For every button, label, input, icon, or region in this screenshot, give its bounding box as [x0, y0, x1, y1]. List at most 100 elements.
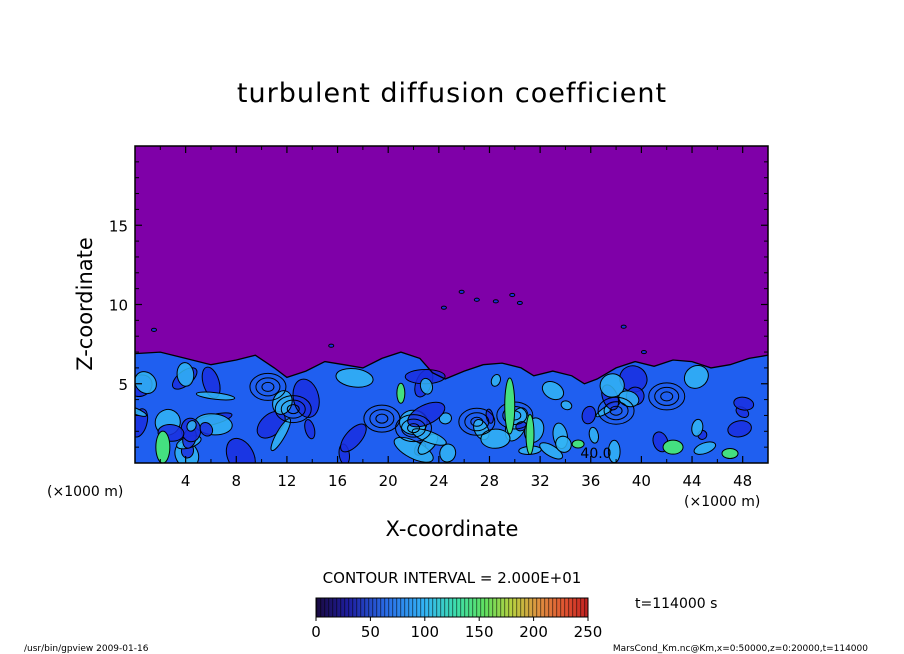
eddy: [588, 426, 600, 444]
vortex-ring: [375, 413, 389, 424]
x-tick-label: 16: [328, 472, 347, 490]
eddy: [581, 405, 597, 425]
eddy: [683, 364, 709, 389]
isolated-contour: [440, 305, 447, 310]
x-tick-label: 12: [277, 472, 296, 490]
isolated-contour: [473, 297, 480, 302]
eddy: [199, 421, 214, 437]
colorbar-tick-label: 0: [311, 623, 321, 641]
eddy: [419, 377, 434, 395]
y-tick-label: 15: [109, 217, 128, 235]
colorbar-lines: [316, 598, 588, 617]
eddy: [490, 373, 501, 387]
x-tick-label: 36: [581, 472, 600, 490]
isolated-contour: [492, 299, 499, 304]
vortex-ring: [255, 377, 281, 397]
x-unit-right: (×1000 m): [684, 494, 760, 510]
isolated-contour: [509, 292, 516, 298]
colorbar-tick-label: 200: [519, 623, 548, 641]
isolated-contour: [328, 343, 335, 348]
eddy: [733, 396, 755, 411]
eddy: [393, 436, 434, 463]
eddy: [195, 391, 236, 401]
colorbar-tick-label: 150: [465, 623, 494, 641]
y-tick-label: 5: [118, 376, 128, 394]
x-axis: 4 8 12 16 20 24 28 32 36 40 44 48: [159, 146, 752, 490]
x-axis-label: X-coordinate: [386, 517, 519, 541]
eddy: [292, 378, 320, 418]
eddy: [186, 420, 197, 432]
vortex-ring: [458, 407, 496, 436]
footer-right: MarsCond_Km.nc@Km,x=0:50000,z=0:20000,t=…: [613, 644, 868, 654]
vortex-ring: [261, 381, 275, 392]
vortex-ring: [369, 409, 395, 429]
vortex-ring: [597, 396, 635, 425]
y-axis-label: Z-coordinate: [73, 237, 97, 371]
high-value-patch: [571, 439, 585, 449]
chart-title: turbulent diffusion coefficient: [237, 78, 667, 109]
x-unit-left: (×1000 m): [47, 484, 123, 500]
eddy: [560, 400, 573, 411]
vortex-ring: [249, 372, 287, 401]
x-tick-label: 28: [480, 472, 499, 490]
y-tick-label: 10: [109, 297, 128, 315]
y-axis: 5 10 15: [109, 161, 768, 448]
x-tick-label: 48: [733, 472, 752, 490]
vortex-ring: [280, 399, 306, 419]
eddy: [480, 428, 511, 449]
colorbar-frame: [315, 597, 589, 618]
high-value-patch: [662, 439, 684, 455]
vortex-ring: [464, 412, 490, 432]
isolated-contour: [150, 327, 157, 332]
high-value-patch: [525, 413, 535, 455]
vortex-ring: [603, 401, 629, 421]
isolated-contour: [620, 324, 627, 329]
vortex-ring: [401, 418, 427, 438]
eddy: [135, 371, 157, 395]
isolated-contour: [516, 300, 523, 306]
colorbar-tick-label: 50: [361, 623, 380, 641]
vortex-ring: [609, 405, 623, 416]
high-value-patch: [504, 377, 516, 435]
x-tick-label: 40: [632, 472, 651, 490]
plot-area: [135, 146, 768, 463]
x-tick-label: 20: [379, 472, 398, 490]
eddy: [555, 435, 572, 453]
eddy: [691, 418, 704, 437]
isolated-contour: [640, 349, 647, 355]
vortex-ring: [654, 386, 680, 406]
eddy: [727, 420, 752, 438]
vortex-ring: [660, 391, 674, 402]
colorbar: 0 50 100 150 200 250: [311, 597, 602, 641]
eddy: [693, 441, 717, 455]
high-value-patch: [396, 382, 406, 404]
eddy: [438, 412, 452, 425]
vortex-ring: [274, 395, 312, 424]
eddy: [335, 367, 374, 388]
x-tick-label: 4: [181, 472, 191, 490]
x-tick-label: 44: [682, 472, 701, 490]
vortex-ring: [648, 382, 686, 411]
isolated-contour: [458, 289, 465, 294]
x-tick-label: 8: [232, 472, 242, 490]
vortex-ring: [407, 423, 421, 434]
eddy: [270, 418, 292, 452]
eddy: [304, 419, 316, 440]
vortex-ring: [286, 404, 300, 415]
vortex-ring: [470, 416, 484, 427]
colorbar-tick-label: 100: [410, 623, 439, 641]
eddy: [340, 423, 367, 453]
contour-label: 40.0: [580, 446, 611, 462]
footer-left: /usr/bin/gpview 2009-01-16: [24, 644, 149, 654]
time-label: t=114000 s: [635, 596, 717, 612]
colorbar-tick-label: 250: [574, 623, 603, 641]
eddy: [176, 362, 195, 387]
x-tick-label: 24: [429, 472, 448, 490]
vortex-ring: [363, 404, 401, 433]
eddy: [439, 443, 457, 463]
x-tick-label: 32: [531, 472, 550, 490]
colorbar-ticks: 0 50 100 150 200 250: [311, 617, 602, 641]
turbulent-structures: [135, 289, 755, 463]
eddy: [539, 442, 564, 460]
